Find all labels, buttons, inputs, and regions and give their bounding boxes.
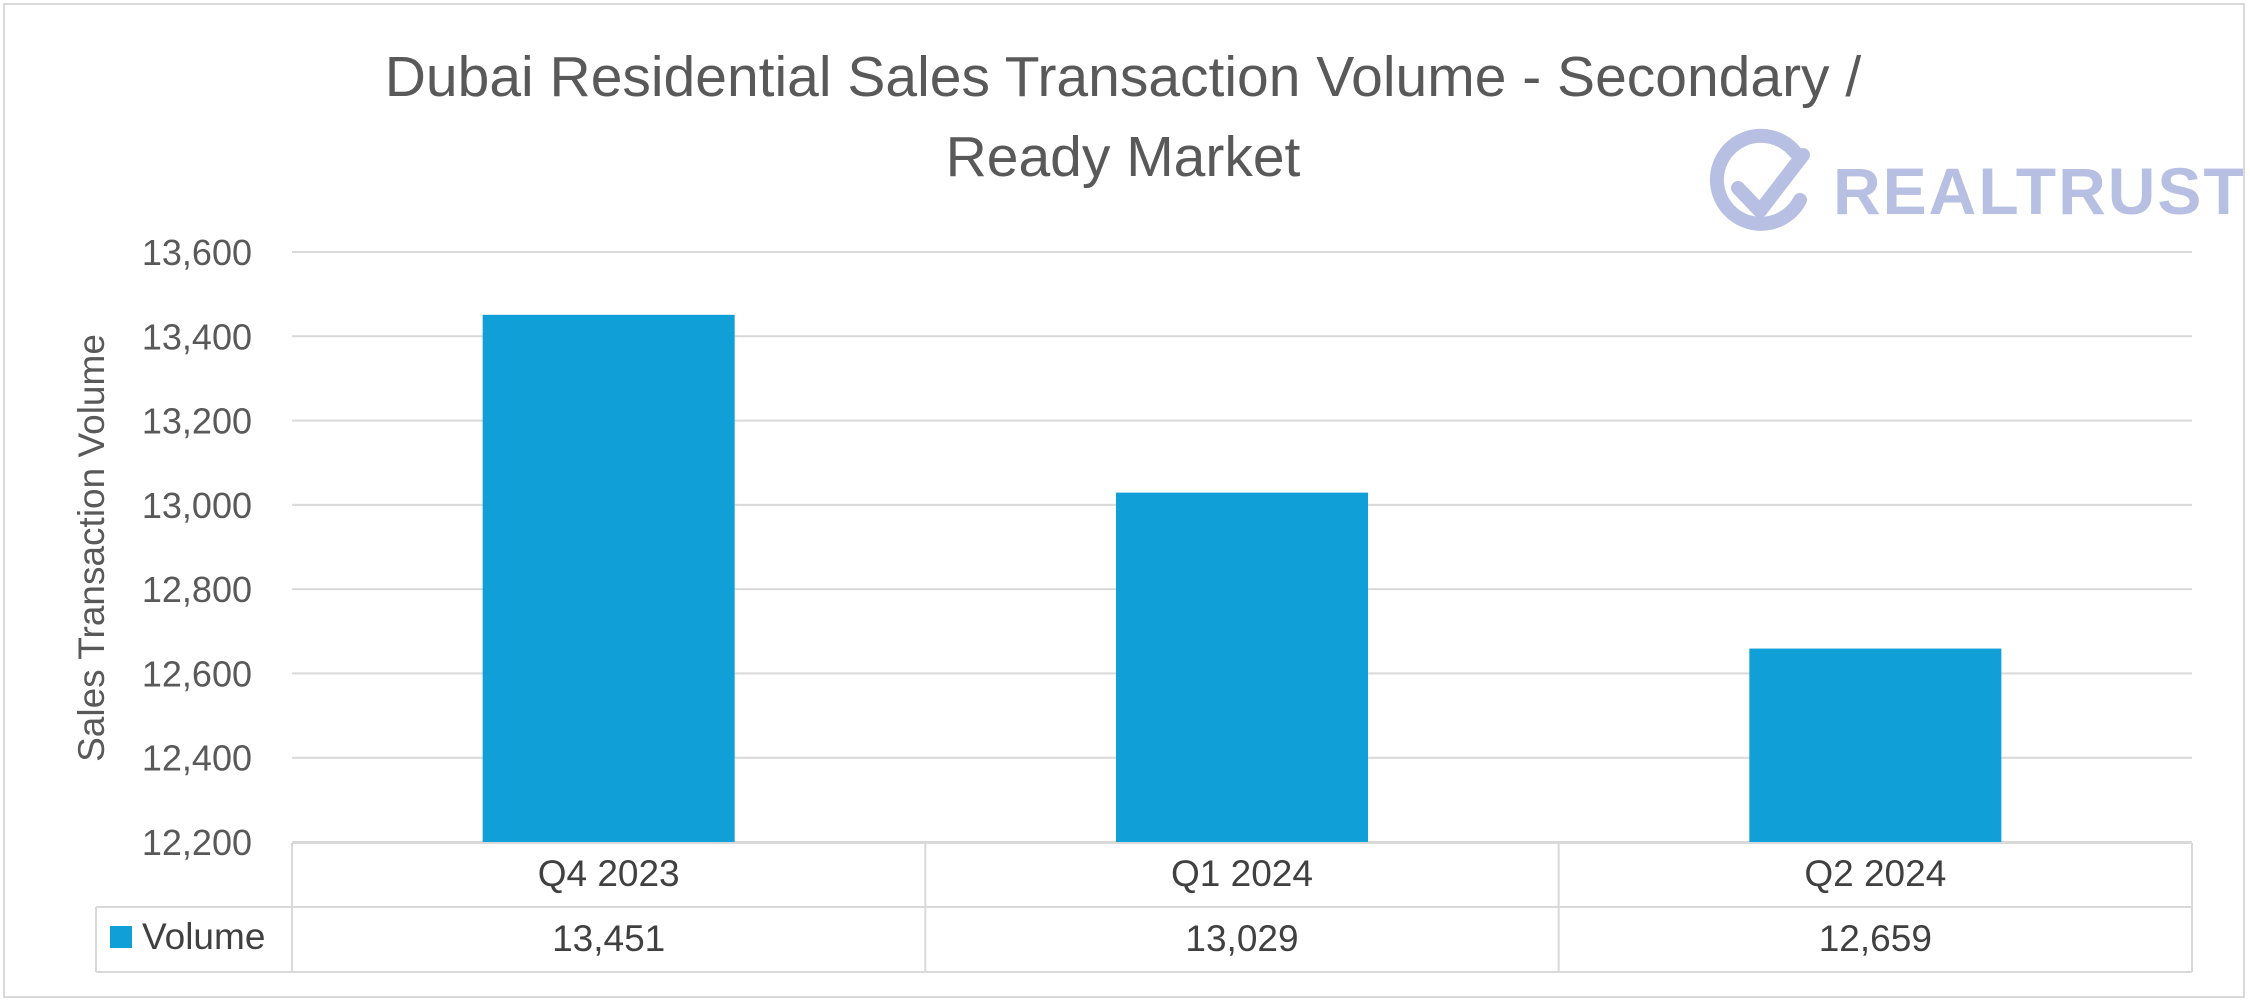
y-tick-label: 13,600 — [142, 232, 252, 273]
y-axis-label: Sales Transaction Volume — [71, 334, 112, 762]
x-category-label: Q2 2024 — [1804, 853, 1946, 894]
bar-q2-2024 — [1749, 648, 2002, 842]
y-tick-label: 13,000 — [142, 485, 252, 526]
data-label: 13,451 — [552, 918, 665, 959]
logo-text: REALTRUST — [1833, 154, 2246, 228]
check-circle-icon — [1709, 128, 1810, 231]
y-tick-label: 12,800 — [142, 569, 252, 610]
legend-swatch — [110, 926, 132, 948]
y-tick-label: 12,200 — [142, 822, 252, 863]
x-category-label: Q4 2023 — [538, 853, 680, 894]
data-label: 13,029 — [1185, 918, 1298, 959]
data-label: 12,659 — [1819, 918, 1932, 959]
y-axis-ticks: 13,600 13,400 13,200 13,000 12,800 12,600 12,4… — [142, 232, 252, 863]
chart-title-line-1: Dubai Residential Sales Transaction Volu… — [385, 45, 1862, 109]
bar-q4-2023 — [482, 314, 735, 842]
y-tick-label: 12,400 — [142, 738, 252, 779]
legend-label: Volume — [142, 916, 265, 957]
bars — [482, 314, 2002, 842]
realtrust-logo: REALTRUST — [1709, 128, 2246, 231]
y-tick-label: 13,200 — [142, 401, 252, 442]
chart-frame — [3, 3, 2245, 998]
y-tick-label: 13,400 — [142, 316, 252, 357]
bar-q1-2024 — [1116, 492, 1368, 842]
data-table: Q4 2023 13,451 Q1 2024 13,029 Q2 2024 12,659 V… — [95, 842, 2193, 973]
y-tick-label: 12,600 — [142, 653, 252, 694]
x-category-label: Q1 2024 — [1171, 853, 1313, 894]
chart-title-line-2: Ready Market — [946, 125, 1301, 189]
